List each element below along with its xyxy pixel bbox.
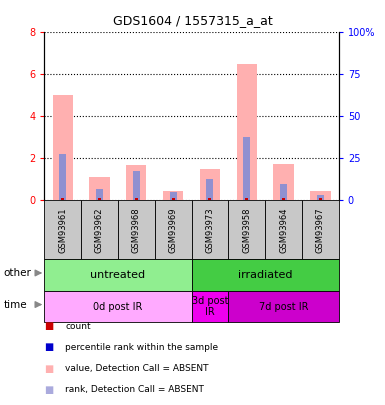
- Bar: [118, 200, 155, 259]
- Text: ■: ■: [44, 385, 54, 394]
- Bar: [237, 64, 257, 200]
- Bar: [126, 165, 146, 200]
- Bar: [133, 171, 140, 200]
- Bar: [135, 198, 138, 200]
- Text: GSM93958: GSM93958: [242, 207, 251, 253]
- Bar: [81, 200, 118, 259]
- Text: GSM93968: GSM93968: [132, 207, 141, 253]
- Bar: [155, 200, 192, 259]
- Bar: [228, 200, 265, 259]
- Bar: [273, 164, 294, 200]
- Bar: [200, 169, 220, 200]
- Text: percentile rank within the sample: percentile rank within the sample: [65, 343, 219, 352]
- Text: ■: ■: [44, 343, 54, 352]
- Text: GSM93969: GSM93969: [169, 207, 177, 253]
- Bar: [192, 291, 228, 322]
- Bar: [208, 198, 211, 200]
- Bar: [44, 291, 192, 322]
- Bar: [310, 191, 330, 200]
- Text: GSM93967: GSM93967: [316, 207, 325, 253]
- Text: 3d post
IR: 3d post IR: [192, 296, 228, 318]
- Bar: [282, 198, 285, 200]
- Bar: [243, 137, 250, 200]
- Text: GSM93973: GSM93973: [206, 207, 214, 253]
- Bar: [192, 200, 228, 259]
- Text: value, Detection Call = ABSENT: value, Detection Call = ABSENT: [65, 364, 209, 373]
- Text: GSM93964: GSM93964: [279, 207, 288, 253]
- Bar: [192, 259, 339, 291]
- Bar: [319, 198, 322, 200]
- Bar: [44, 200, 81, 259]
- Bar: [89, 177, 110, 200]
- Text: untreated: untreated: [90, 270, 146, 280]
- Bar: [265, 200, 302, 259]
- Bar: [302, 200, 339, 259]
- Text: GSM93962: GSM93962: [95, 207, 104, 253]
- Bar: [169, 192, 177, 200]
- Bar: [172, 198, 175, 200]
- Bar: [44, 259, 192, 291]
- Bar: [163, 191, 183, 200]
- Text: 7d post IR: 7d post IR: [259, 302, 308, 311]
- Bar: [96, 189, 103, 200]
- Text: ■: ■: [44, 364, 54, 373]
- Bar: [280, 184, 287, 200]
- Bar: [317, 195, 324, 200]
- Bar: [228, 291, 339, 322]
- Bar: [53, 96, 73, 200]
- Text: irradiated: irradiated: [238, 270, 293, 280]
- Text: other: other: [4, 268, 32, 278]
- Bar: [61, 198, 64, 200]
- Text: GSM93961: GSM93961: [58, 207, 67, 253]
- Text: 0d post IR: 0d post IR: [93, 302, 142, 311]
- Bar: [245, 198, 248, 200]
- Text: ■: ■: [44, 322, 54, 331]
- Bar: [98, 198, 101, 200]
- Text: GDS1604 / 1557315_a_at: GDS1604 / 1557315_a_at: [113, 14, 272, 27]
- Text: rank, Detection Call = ABSENT: rank, Detection Call = ABSENT: [65, 385, 204, 394]
- Text: time: time: [4, 300, 27, 309]
- Bar: [206, 179, 214, 200]
- Text: count: count: [65, 322, 91, 331]
- Bar: [59, 154, 66, 200]
